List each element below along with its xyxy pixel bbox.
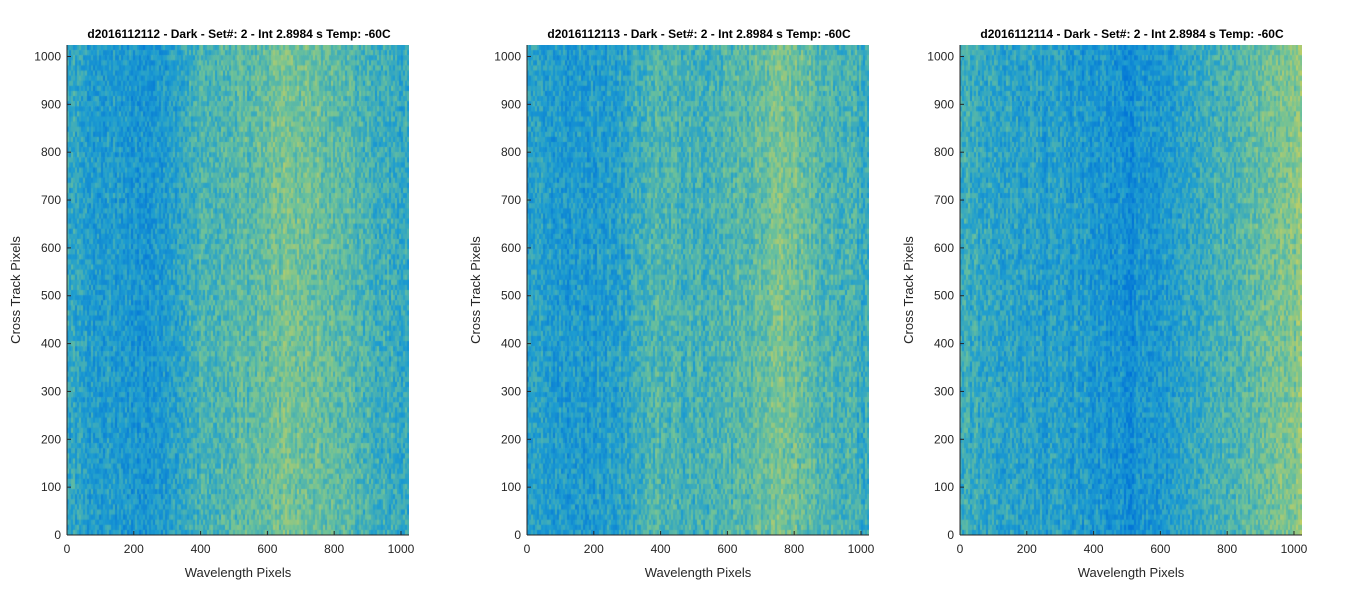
y-tick-label: 900 <box>501 97 521 111</box>
y-tick-label: 700 <box>934 193 954 207</box>
panel-title: d2016112114 - Dark - Set#: 2 - Int 2.898… <box>980 27 1284 41</box>
x-tick-label: 800 <box>324 542 344 556</box>
y-tick-label: 200 <box>41 432 61 446</box>
y-tick-label: 800 <box>934 145 954 159</box>
y-tick-label: 500 <box>41 289 61 303</box>
x-tick-label: 400 <box>1084 542 1104 556</box>
x-tick-label: 800 <box>784 542 804 556</box>
y-tick-label: 1000 <box>34 49 61 63</box>
y-tick-label: 800 <box>501 145 521 159</box>
x-tick-label: 200 <box>1017 542 1037 556</box>
y-tick-label: 300 <box>41 384 61 398</box>
y-tick-label: 500 <box>501 289 521 303</box>
x-tick-label: 0 <box>524 542 531 556</box>
heatmap-panel-3: 0 200 400 600 800 1000 0 100 200 300 400 500 600 700 8… <box>901 27 1308 580</box>
x-tick-label: 600 <box>1150 542 1170 556</box>
y-tick-label: 300 <box>501 384 521 398</box>
x-tick-label: 400 <box>191 542 211 556</box>
y-tick-label: 600 <box>934 241 954 255</box>
x-tick-label: 1000 <box>848 542 875 556</box>
x-tick-label: 600 <box>717 542 737 556</box>
y-tick-label: 400 <box>934 337 954 351</box>
x-axis-label: Wavelength Pixels <box>1078 565 1185 580</box>
y-tick-label: 1000 <box>494 49 521 63</box>
y-tick-label: 200 <box>934 432 954 446</box>
y-tick-label: 700 <box>41 193 61 207</box>
x-axis-label: Wavelength Pixels <box>645 565 752 580</box>
heatmap-image <box>67 45 409 535</box>
y-tick-label: 0 <box>54 528 61 542</box>
x-tick-label: 0 <box>957 542 964 556</box>
y-tick-label: 800 <box>41 145 61 159</box>
y-axis-label: Cross Track Pixels <box>901 236 916 344</box>
y-tick-label: 600 <box>41 241 61 255</box>
y-tick-label: 900 <box>41 97 61 111</box>
y-tick-label: 0 <box>514 528 521 542</box>
y-tick-label: 400 <box>501 337 521 351</box>
y-tick-label: 700 <box>501 193 521 207</box>
y-tick-label: 100 <box>934 480 954 494</box>
panel-title: d2016112113 - Dark - Set#: 2 - Int 2.898… <box>547 27 851 41</box>
heatmap-panel-2: 0 200 400 600 800 1000 0 100 200 300 400 500 600 700 8… <box>468 27 875 580</box>
x-axis-label: Wavelength Pixels <box>185 565 292 580</box>
y-tick-label: 1000 <box>927 49 954 63</box>
y-axis-label: Cross Track Pixels <box>468 236 483 344</box>
heatmap-image <box>527 45 869 535</box>
heatmap-panel-1: 0 200 400 600 800 1000 0 100 200 300 400 500 600 700 8… <box>8 27 415 580</box>
y-tick-label: 900 <box>934 97 954 111</box>
y-tick-label: 400 <box>41 337 61 351</box>
x-tick-label: 1000 <box>1281 542 1308 556</box>
x-tick-label: 200 <box>584 542 604 556</box>
heatmap-image <box>960 45 1302 535</box>
y-tick-label: 0 <box>947 528 954 542</box>
panel-title: d2016112112 - Dark - Set#: 2 - Int 2.898… <box>87 27 391 41</box>
y-tick-label: 100 <box>41 480 61 494</box>
x-tick-label: 1000 <box>388 542 415 556</box>
x-tick-label: 200 <box>124 542 144 556</box>
y-axis-label: Cross Track Pixels <box>8 236 23 344</box>
x-tick-label: 400 <box>651 542 671 556</box>
y-tick-label: 300 <box>934 384 954 398</box>
y-tick-label: 200 <box>501 432 521 446</box>
y-tick-label: 600 <box>501 241 521 255</box>
x-tick-label: 600 <box>257 542 277 556</box>
y-tick-label: 100 <box>501 480 521 494</box>
x-tick-label: 800 <box>1217 542 1237 556</box>
x-tick-label: 0 <box>64 542 71 556</box>
y-tick-label: 500 <box>934 289 954 303</box>
